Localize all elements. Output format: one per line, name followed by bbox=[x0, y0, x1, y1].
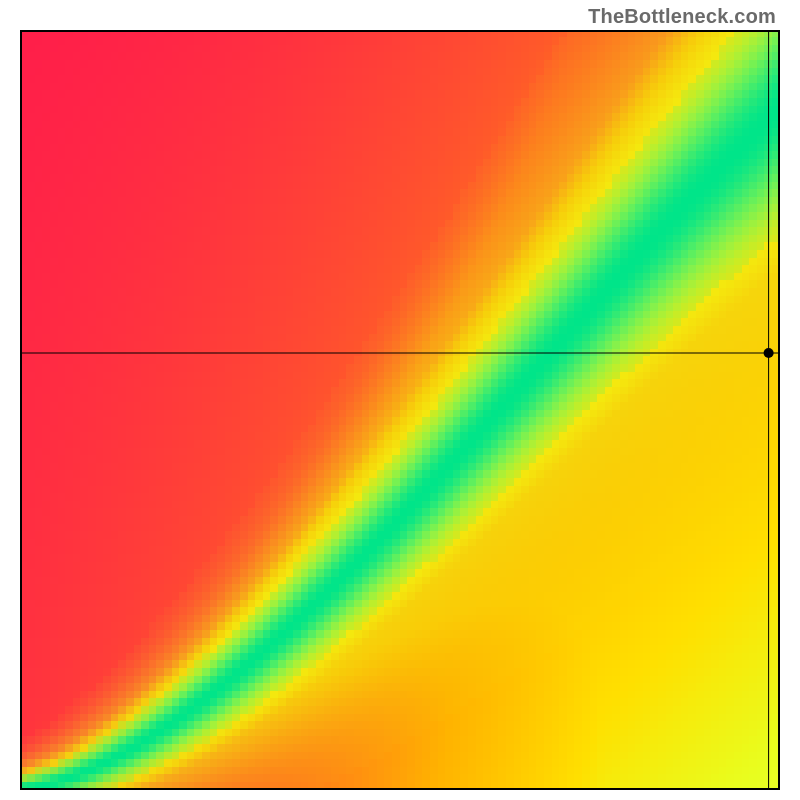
heatmap-canvas bbox=[20, 30, 780, 790]
bottleneck-heatmap bbox=[20, 30, 780, 790]
watermark-text: TheBottleneck.com bbox=[588, 6, 776, 29]
